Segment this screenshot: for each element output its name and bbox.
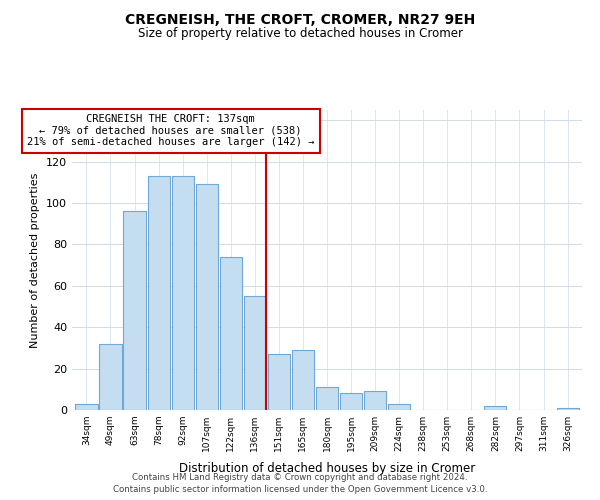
- X-axis label: Distribution of detached houses by size in Cromer: Distribution of detached houses by size …: [179, 462, 475, 475]
- Bar: [244, 296, 266, 410]
- Text: Size of property relative to detached houses in Cromer: Size of property relative to detached ho…: [137, 28, 463, 40]
- Bar: [100, 344, 122, 410]
- Bar: [268, 354, 290, 410]
- Y-axis label: Number of detached properties: Number of detached properties: [31, 172, 40, 348]
- Bar: [172, 176, 194, 410]
- Bar: [316, 387, 338, 410]
- Bar: [76, 404, 98, 410]
- Bar: [484, 406, 506, 410]
- Bar: [388, 404, 410, 410]
- Text: CREGNEISH, THE CROFT, CROMER, NR27 9EH: CREGNEISH, THE CROFT, CROMER, NR27 9EH: [125, 12, 475, 26]
- Bar: [557, 408, 578, 410]
- Bar: [340, 394, 362, 410]
- Bar: [220, 257, 242, 410]
- Bar: [124, 212, 146, 410]
- Bar: [196, 184, 218, 410]
- Bar: [148, 176, 170, 410]
- Text: CREGNEISH THE CROFT: 137sqm
← 79% of detached houses are smaller (538)
21% of se: CREGNEISH THE CROFT: 137sqm ← 79% of det…: [27, 114, 314, 148]
- Bar: [292, 350, 314, 410]
- Text: Contains public sector information licensed under the Open Government Licence v3: Contains public sector information licen…: [113, 485, 487, 494]
- Text: Contains HM Land Registry data © Crown copyright and database right 2024.: Contains HM Land Registry data © Crown c…: [132, 472, 468, 482]
- Bar: [364, 392, 386, 410]
